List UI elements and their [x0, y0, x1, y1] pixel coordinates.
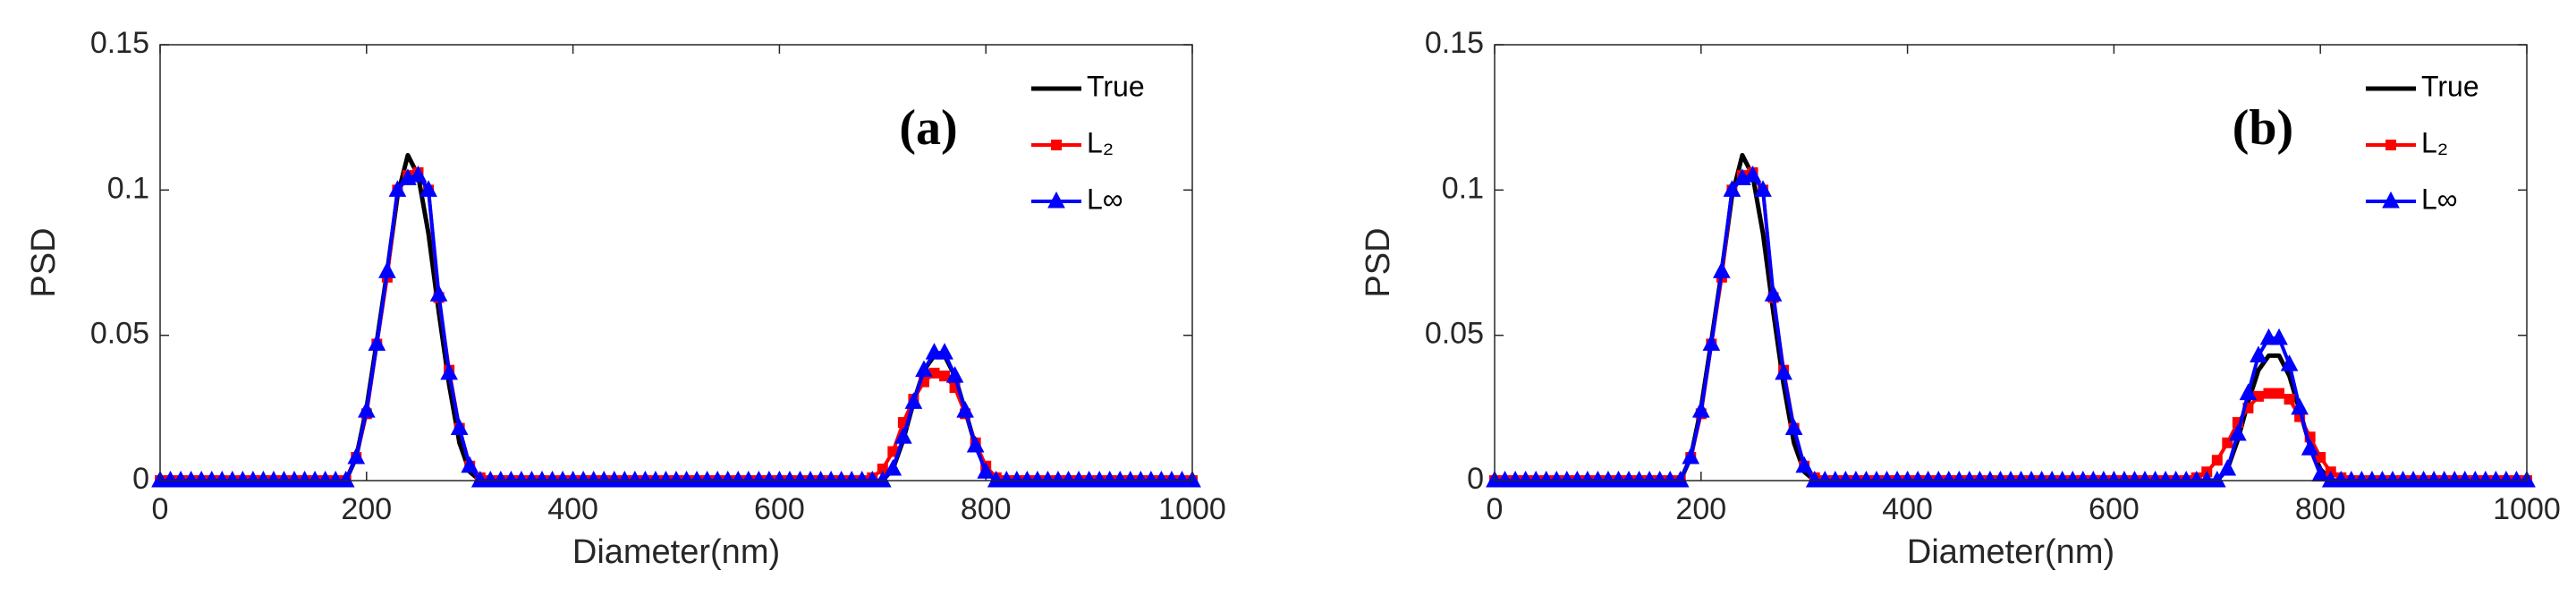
marker-triangle: [2291, 397, 2309, 415]
marker-triangle: [904, 392, 923, 409]
marker-triangle: [2229, 423, 2247, 441]
y-axis-label: PSD: [1360, 227, 1397, 297]
marker-triangle: [2250, 345, 2267, 362]
marker-triangle: [440, 362, 458, 380]
marker-triangle: [419, 180, 437, 197]
chart: 0 200 400 600 800 1000 0 0.05 0.1 0.15 Diameter(nm…: [25, 26, 1226, 571]
marker-triangle: [1713, 261, 1731, 278]
x-tick-label: 600: [754, 492, 805, 526]
legend-label: L∞: [2421, 183, 2458, 215]
x-tick-label: 1000: [2493, 492, 2561, 526]
marker-triangle: [1691, 401, 1710, 418]
marker-square: [2211, 455, 2223, 466]
marker-triangle: [388, 180, 407, 197]
legend-label: L∞: [1087, 183, 1123, 215]
marker-square: [939, 371, 951, 382]
marker-triangle: [1723, 180, 1741, 197]
marker-triangle: [915, 360, 933, 378]
marker-triangle: [936, 343, 953, 360]
y-tick-label: 0.05: [90, 317, 149, 351]
marker-square: [2284, 394, 2295, 405]
x-tick-label: 800: [2295, 492, 2346, 526]
marker-triangle: [956, 401, 974, 418]
marker-triangle: [2218, 458, 2237, 476]
y-tick-label: 0.15: [1425, 26, 1484, 60]
marker-triangle: [2270, 328, 2288, 345]
x-tick-label: 200: [1675, 492, 1726, 526]
panel-annotation: (b): [2233, 100, 2293, 156]
y-tick-label: 0.05: [1425, 317, 1484, 351]
marker-triangle: [1047, 191, 1065, 209]
marker-triangle: [2301, 439, 2319, 456]
x-tick-label: 200: [341, 492, 392, 526]
x-tick-label: 0: [1487, 492, 1504, 526]
marker-triangle: [1671, 470, 1690, 488]
marker-triangle: [2280, 354, 2299, 371]
y-tick-label: 0.15: [90, 26, 149, 60]
marker-triangle: [2207, 470, 2226, 488]
plot-area: [160, 45, 1192, 481]
panel-annotation: (a): [899, 100, 957, 156]
y-tick-label: 0: [132, 462, 149, 496]
y-tick-label: 0.1: [107, 171, 149, 205]
marker-triangle: [2239, 383, 2258, 401]
marker-square: [2315, 452, 2326, 464]
marker-square: [2222, 437, 2233, 448]
marker-triangle: [336, 470, 355, 488]
marker-triangle: [873, 470, 892, 488]
x-axis-label: Diameter(nm): [572, 533, 780, 571]
marker-triangle: [1743, 166, 1762, 183]
marker-triangle: [450, 418, 469, 436]
y-tick-label: 0.1: [1442, 171, 1484, 205]
marker-triangle: [884, 458, 902, 476]
marker-triangle: [1702, 334, 1721, 351]
marker-triangle: [966, 435, 985, 453]
marker-triangle: [368, 334, 386, 351]
marker-triangle: [347, 447, 366, 464]
marker-square: [2274, 388, 2285, 399]
x-tick-label: 800: [961, 492, 1012, 526]
x-tick-label: 0: [152, 492, 169, 526]
legend-label: True: [2421, 70, 2479, 102]
marker-triangle: [429, 285, 448, 302]
marker-square: [2263, 388, 2275, 399]
marker-triangle: [977, 462, 996, 479]
marker-triangle: [1764, 285, 1783, 302]
axes-box: [159, 44, 1193, 481]
marker-triangle: [461, 456, 479, 473]
marker-triangle: [2382, 191, 2400, 209]
marker-triangle: [1754, 180, 1772, 197]
marker-triangle: [1682, 447, 1700, 464]
x-tick-label: 400: [1882, 492, 1933, 526]
x-tick-label: 400: [547, 492, 598, 526]
legend-label: L₂: [1087, 126, 1114, 158]
legend-label: L₂: [2421, 126, 2448, 158]
x-tick-label: 600: [2089, 492, 2140, 526]
marker-triangle: [894, 427, 912, 444]
y-axis-label: PSD: [25, 227, 63, 297]
marker-triangle: [409, 166, 428, 183]
legend-label: True: [1087, 70, 1145, 102]
marker-triangle: [1775, 362, 1792, 380]
marker-triangle: [1784, 418, 1803, 436]
chart: 0 200 400 600 800 1000 0 0.05 0.1 0.15 Diameter(nm…: [1360, 26, 2561, 571]
x-tick-label: 1000: [1158, 492, 1226, 526]
marker-triangle: [1795, 456, 1814, 473]
marker-triangle: [357, 401, 376, 418]
y-tick-label: 0: [1467, 462, 1484, 496]
plot-area: [1495, 45, 2527, 481]
axes-box: [1494, 44, 2528, 481]
marker-triangle: [945, 366, 964, 383]
marker-triangle: [378, 261, 396, 278]
x-axis-label: Diameter(nm): [1907, 533, 2114, 571]
marker-square: [1051, 140, 1062, 150]
marker-square: [2385, 140, 2396, 150]
